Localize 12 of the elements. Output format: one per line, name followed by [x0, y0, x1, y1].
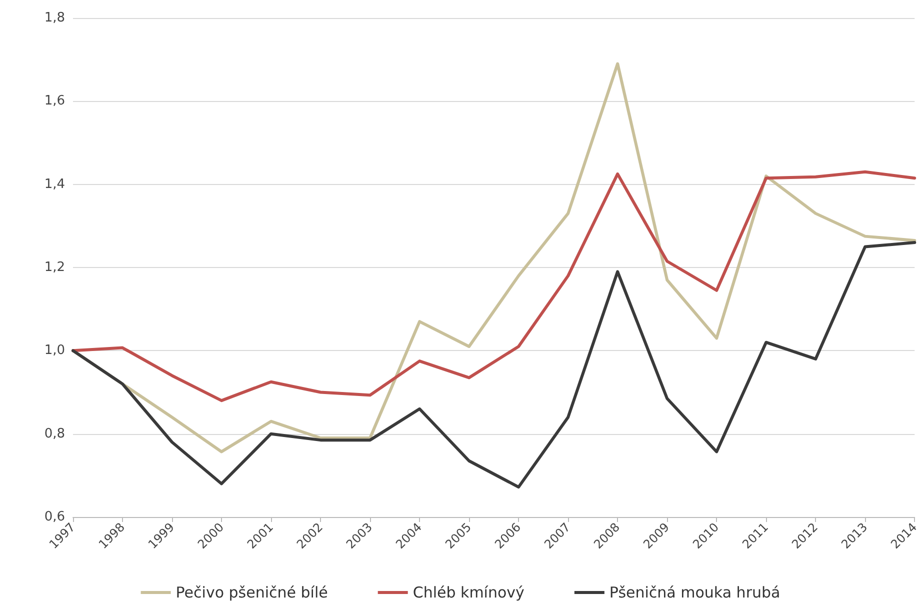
y-tick-label: 1,8 — [44, 10, 65, 26]
legend-label: Pšeničná mouka hrubá — [609, 584, 780, 602]
y-tick-label: 1,2 — [44, 260, 65, 275]
line-series — [72, 241, 916, 489]
y-tick-label: 0,8 — [44, 426, 65, 442]
legend-label: Pečivo pšeničné bílé — [176, 584, 328, 602]
y-tick-label: 1,6 — [44, 94, 65, 109]
y-tick-label: 1,0 — [44, 343, 65, 358]
legend-label: Chléb kmínový — [412, 584, 525, 602]
y-tick-label: 1,4 — [44, 176, 65, 192]
line-series — [72, 170, 916, 402]
y-tick-label: 0,6 — [44, 510, 65, 524]
